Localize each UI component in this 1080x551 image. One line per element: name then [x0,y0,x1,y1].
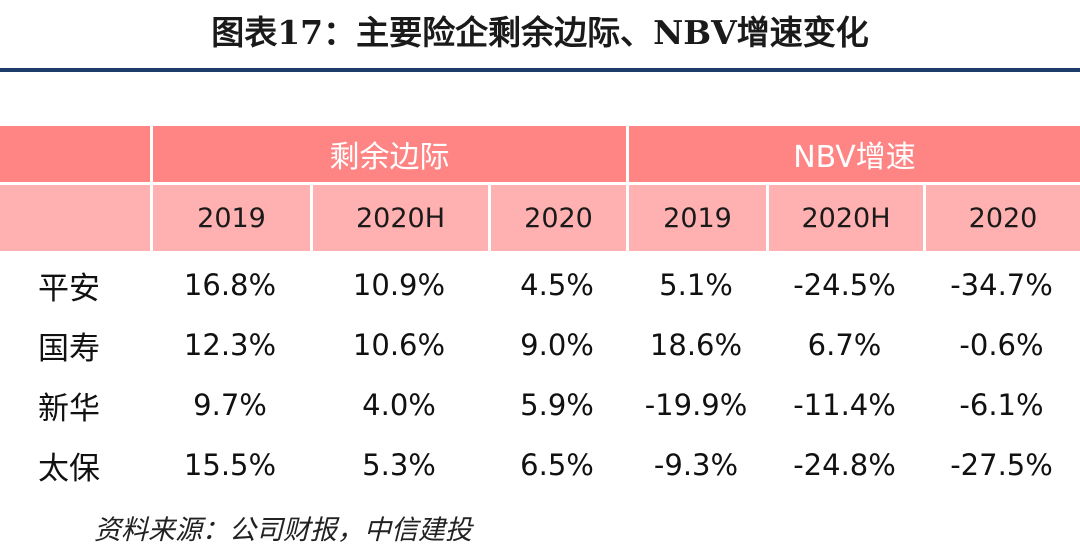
period-header: 2019 [626,182,766,251]
table-cell: -11.4% [793,388,896,422]
period-header: 2020 [923,182,1080,251]
table-cell: -6.1% [959,388,1044,422]
table-cell: 10.6% [352,328,446,362]
period-header-row: 2019 2020H 2020 2019 2020H 2020 [0,182,1080,251]
period-header: 2020 [488,182,626,251]
period-header: 2019 [150,182,310,251]
table-cell: -34.7% [950,268,1053,302]
table-cell: -9.3% [653,448,739,482]
table-row: 新华 9.7% 4.0% 5.9% -19.9% -11.4% -6.1% [0,375,1080,435]
table-cell: -24.8% [793,448,896,482]
table-row: 平安 16.8% 10.9% 4.5% 5.1% -24.5% -34.7% [0,251,1080,315]
chart-title: 图表17：主要险企剩余边际、NBV增速变化 [211,13,869,52]
group-header-surplus-margin: 剩余边际 [150,126,626,182]
table-row: 太保 15.5% 5.3% 6.5% -9.3% -24.8% -27.5% [0,435,1080,495]
table-cell: 4.0% [362,388,436,422]
table-cell: 12.3% [183,328,277,362]
group-header-row: 剩余边际 NBV增速 [0,126,1080,182]
title-divider [0,68,1080,72]
table-cell: 9.7% [193,388,267,422]
data-table: 剩余边际 NBV增速 2019 2020H 2020 2019 2020H 20… [0,126,1080,495]
table-cell: 9.0% [520,328,594,362]
company-name: 国寿 [38,330,100,367]
table-cell: 5.3% [362,448,436,482]
group-header-nbv-growth: NBV增速 [626,126,1080,182]
table-cell: 16.8% [183,268,277,302]
company-name: 太保 [38,450,100,487]
table-cell: 6.5% [520,448,594,482]
table-cell: 4.5% [520,268,594,302]
table-cell: 15.5% [183,448,277,482]
company-name: 平安 [38,270,100,307]
period-header: 2020H [766,182,923,251]
table-cell: -0.6% [959,328,1044,362]
table-cell: 6.7% [807,328,882,362]
period-header: 2020H [310,182,488,251]
table-cell: 18.6% [649,328,743,362]
table-row: 国寿 12.3% 10.6% 9.0% 18.6% 6.7% -0.6% [0,315,1080,375]
company-name: 新华 [38,390,100,427]
table-cell: 5.1% [659,268,733,302]
table-cell: 10.9% [352,268,446,302]
corner-cell [0,182,150,251]
corner-cell [0,126,150,182]
table-cell: -19.9% [644,388,748,422]
source-note: 资料来源：公司财报，中信建投 [94,515,472,546]
table-cell: -27.5% [950,448,1053,482]
table-cell: 5.9% [520,388,594,422]
table-cell: -24.5% [793,268,896,302]
